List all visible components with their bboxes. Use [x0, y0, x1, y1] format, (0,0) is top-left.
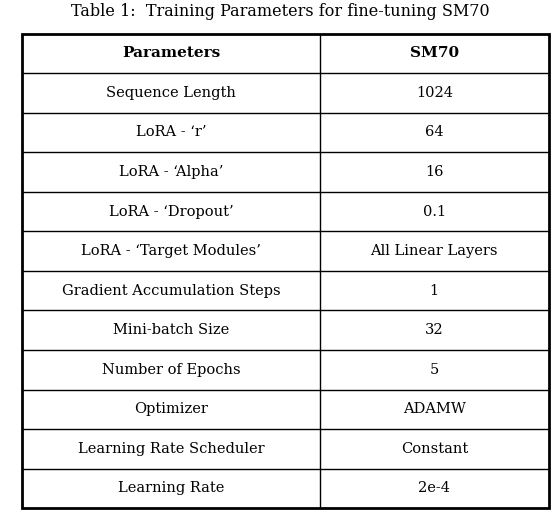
Text: LoRA - ‘Alpha’: LoRA - ‘Alpha’	[119, 165, 223, 179]
Text: 16: 16	[425, 165, 444, 179]
Text: Constant: Constant	[401, 442, 468, 456]
Text: 64: 64	[425, 125, 444, 139]
Text: Gradient Accumulation Steps: Gradient Accumulation Steps	[62, 284, 281, 298]
Text: 5: 5	[430, 363, 439, 377]
Text: Sequence Length: Sequence Length	[106, 86, 236, 100]
Text: Learning Rate: Learning Rate	[118, 481, 225, 495]
Text: LoRA - ‘r’: LoRA - ‘r’	[136, 125, 206, 139]
Text: Learning Rate Scheduler: Learning Rate Scheduler	[78, 442, 264, 456]
Text: All Linear Layers: All Linear Layers	[371, 244, 498, 258]
Text: 2e-4: 2e-4	[418, 481, 450, 495]
Text: SM70: SM70	[410, 46, 459, 60]
Text: Parameters: Parameters	[122, 46, 220, 60]
Text: LoRA - ‘Dropout’: LoRA - ‘Dropout’	[109, 204, 234, 219]
Text: Optimizer: Optimizer	[134, 402, 208, 416]
Text: ADAMW: ADAMW	[403, 402, 466, 416]
Text: Mini-batch Size: Mini-batch Size	[113, 323, 229, 337]
Text: Number of Epochs: Number of Epochs	[102, 363, 240, 377]
Text: 0.1: 0.1	[423, 204, 446, 219]
Text: 1: 1	[430, 284, 439, 298]
Text: Table 1:  Training Parameters for fine-tuning SM70: Table 1: Training Parameters for fine-tu…	[71, 3, 489, 20]
Text: 1024: 1024	[416, 86, 453, 100]
Text: 32: 32	[425, 323, 444, 337]
Text: LoRA - ‘Target Modules’: LoRA - ‘Target Modules’	[81, 244, 261, 258]
